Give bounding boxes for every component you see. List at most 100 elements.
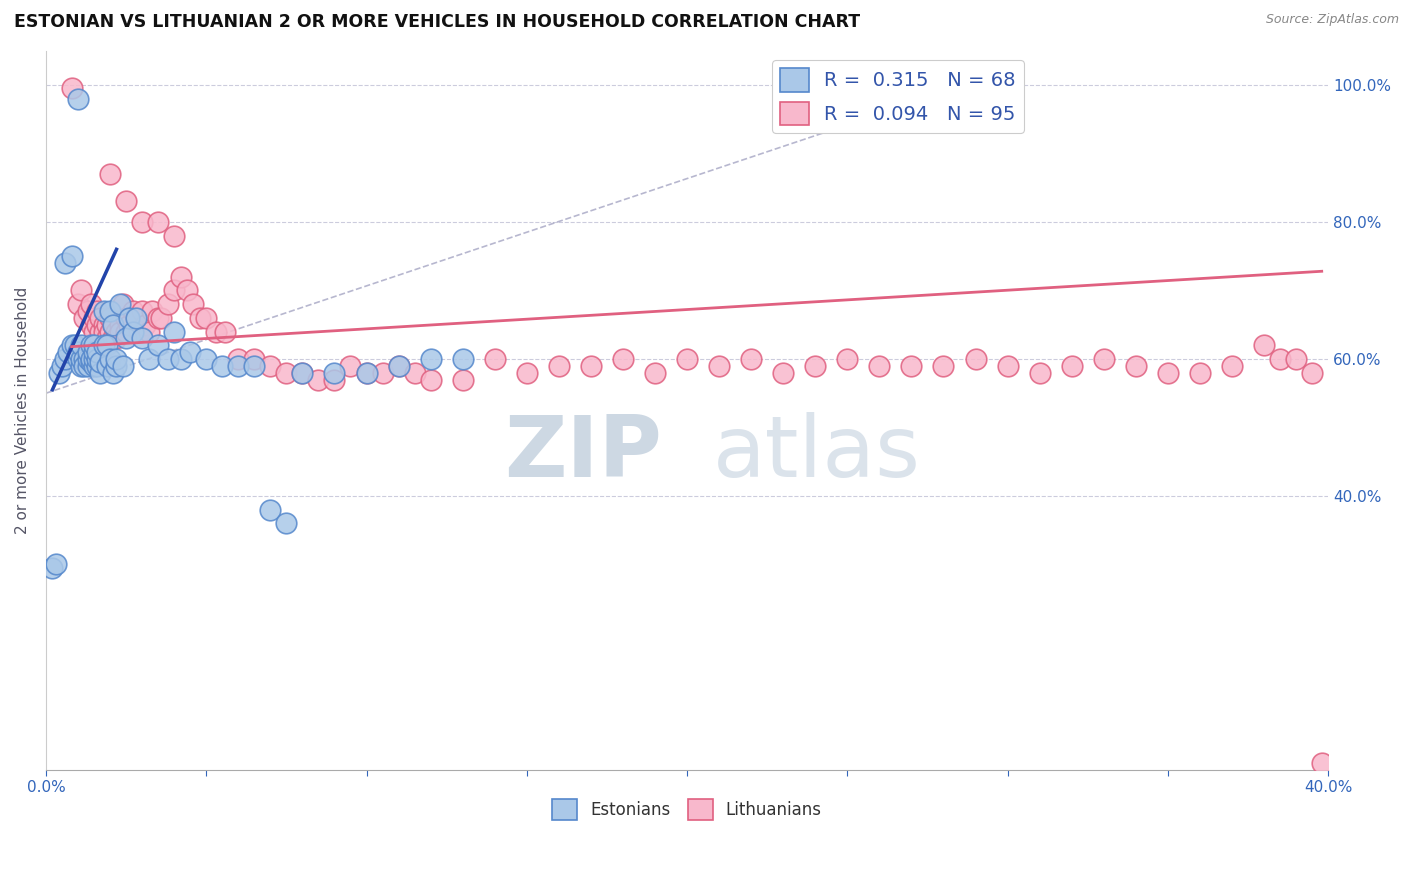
Point — [89, 310, 111, 325]
Point — [115, 310, 138, 325]
Point — [60, 249, 83, 263]
Point — [128, 325, 150, 339]
Point — [163, 284, 186, 298]
Point — [80, 318, 103, 332]
Point — [73, 310, 96, 325]
Point — [105, 331, 128, 345]
Point — [276, 366, 298, 380]
Point — [404, 366, 426, 380]
Point — [93, 318, 115, 332]
Point — [259, 359, 281, 373]
Point — [419, 372, 441, 386]
Point — [73, 359, 96, 373]
Point — [115, 194, 138, 209]
Point — [131, 331, 153, 345]
Point — [419, 351, 441, 366]
Point — [772, 366, 794, 380]
Point — [103, 366, 125, 380]
Point — [83, 338, 105, 352]
Point — [86, 351, 108, 366]
Point — [226, 359, 249, 373]
Point — [371, 366, 394, 380]
Point — [146, 310, 169, 325]
Point — [150, 310, 173, 325]
Point — [121, 304, 143, 318]
Point — [176, 284, 198, 298]
Point — [1268, 351, 1291, 366]
Point — [58, 345, 80, 359]
Point — [103, 331, 125, 345]
Point — [70, 359, 93, 373]
Point — [516, 366, 538, 380]
Point — [804, 359, 827, 373]
Point — [1060, 359, 1083, 373]
Point — [226, 351, 249, 366]
Point — [1028, 366, 1050, 380]
Point — [86, 359, 108, 373]
Point — [134, 318, 156, 332]
Point — [484, 351, 506, 366]
Point — [214, 325, 236, 339]
Point — [83, 351, 105, 366]
Point — [676, 351, 699, 366]
Point — [83, 345, 105, 359]
Point — [932, 359, 955, 373]
Point — [105, 325, 128, 339]
Point — [48, 366, 70, 380]
Point — [146, 215, 169, 229]
Point — [80, 351, 103, 366]
Point — [707, 359, 730, 373]
Text: ZIP: ZIP — [503, 412, 661, 495]
Point — [276, 516, 298, 531]
Point — [612, 351, 634, 366]
Point — [146, 338, 169, 352]
Point — [83, 325, 105, 339]
Point — [1220, 359, 1243, 373]
Point — [387, 359, 409, 373]
Point — [243, 359, 266, 373]
Point — [96, 318, 118, 332]
Point — [183, 297, 205, 311]
Point — [41, 561, 63, 575]
Point — [115, 325, 138, 339]
Point — [98, 310, 121, 325]
Point — [96, 331, 118, 345]
Text: atlas: atlas — [713, 412, 921, 495]
Point — [121, 325, 143, 339]
Point — [115, 331, 138, 345]
Point — [579, 359, 602, 373]
Point — [76, 359, 98, 373]
Point — [356, 366, 378, 380]
Point — [547, 359, 569, 373]
Point — [66, 351, 89, 366]
Point — [1301, 366, 1323, 380]
Point — [93, 304, 115, 318]
Text: Source: ZipAtlas.com: Source: ZipAtlas.com — [1265, 13, 1399, 27]
Point — [211, 359, 233, 373]
Point — [86, 318, 108, 332]
Point — [131, 215, 153, 229]
Point — [111, 297, 134, 311]
Point — [837, 351, 859, 366]
Point — [740, 351, 762, 366]
Point — [125, 310, 148, 325]
Point — [80, 355, 103, 369]
Point — [80, 338, 103, 352]
Point — [98, 304, 121, 318]
Point — [356, 366, 378, 380]
Point — [451, 351, 474, 366]
Point — [108, 318, 131, 332]
Point — [451, 372, 474, 386]
Point — [76, 304, 98, 318]
Point — [45, 558, 67, 572]
Point — [60, 338, 83, 352]
Point — [307, 372, 329, 386]
Point — [125, 310, 148, 325]
Point — [141, 304, 163, 318]
Point — [195, 310, 218, 325]
Point — [118, 310, 141, 325]
Point — [1310, 756, 1333, 771]
Point — [243, 351, 266, 366]
Point — [105, 359, 128, 373]
Point — [1188, 366, 1211, 380]
